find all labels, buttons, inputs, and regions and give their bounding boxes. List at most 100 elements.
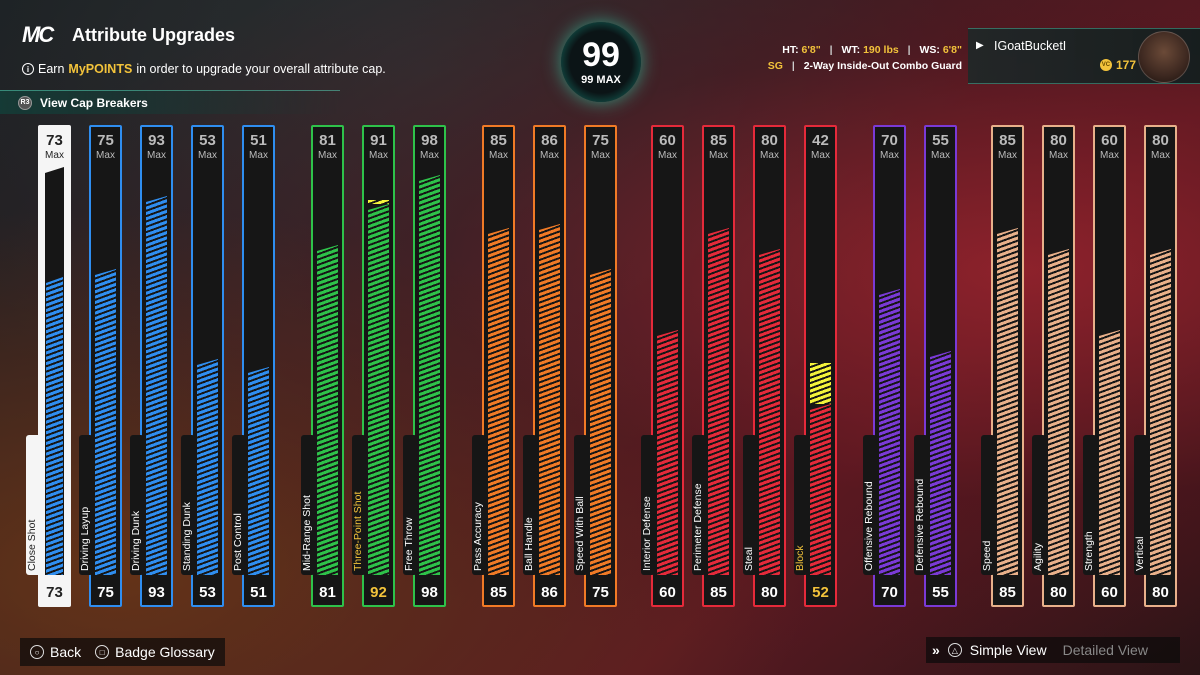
attribute-bar-agility[interactable]: 80 Max 80 Agility xyxy=(1032,125,1075,607)
footer-controls-left: ○ Back □ Badge Glossary xyxy=(20,638,225,666)
attribute-fill xyxy=(708,228,729,575)
simple-view-tab[interactable]: Simple View xyxy=(969,642,1047,658)
attribute-max-label: Max xyxy=(931,150,950,161)
badge-glossary-button[interactable]: □ Badge Glossary xyxy=(95,644,215,660)
attribute-fill xyxy=(317,245,338,575)
attribute-boost-fill xyxy=(810,363,831,404)
attribute-name-label: Steal xyxy=(743,435,757,575)
mypoints-hint: i Earn MyPOINTS in order to upgrade your… xyxy=(22,62,386,76)
attribute-current-value: 53 xyxy=(199,584,216,601)
attribute-fill xyxy=(997,228,1018,575)
detailed-view-tab[interactable]: Detailed View xyxy=(1062,642,1148,658)
attribute-fill xyxy=(488,228,509,575)
attribute-current-value: 75 xyxy=(97,584,114,601)
attribute-name-label: Driving Layup xyxy=(79,435,93,575)
attribute-bar-perimeter-defense[interactable]: 85 Max 85 Perimeter Defense xyxy=(692,125,735,607)
attribute-max-label: Max xyxy=(147,150,166,161)
attribute-current-value: 60 xyxy=(659,584,676,601)
attribute-name-label: Ball Handle xyxy=(523,435,537,575)
mycareer-logo: MC xyxy=(22,22,54,47)
attribute-name-label: Speed With Ball xyxy=(574,435,588,575)
attribute-bar-mid-range-shot[interactable]: 81 Max 81 Mid-Range Shot xyxy=(301,125,344,607)
attribute-cap-value: 85 xyxy=(999,132,1016,149)
wingspan-label: WS: xyxy=(919,44,940,56)
attribute-current-value: 80 xyxy=(1152,584,1169,601)
attribute-cap-value: 60 xyxy=(659,132,676,149)
archetype-value: 2-Way Inside-Out Combo Guard xyxy=(803,60,962,72)
attribute-cap-value: 91 xyxy=(370,132,387,149)
attribute-bar-pass-accuracy[interactable]: 85 Max 85 Pass Accuracy xyxy=(472,125,515,607)
attribute-current-value: 85 xyxy=(710,584,727,601)
gamertag-text: IGoatBucketI xyxy=(994,39,1067,53)
attribute-cap-value: 75 xyxy=(97,132,114,149)
attribute-cap-value: 85 xyxy=(490,132,507,149)
attribute-bar-standing-dunk[interactable]: 53 Max 53 Standing Dunk xyxy=(181,125,224,607)
position-value: SG xyxy=(767,60,783,72)
attribute-cap-value: 55 xyxy=(932,132,949,149)
measurements-row: HT: 6'8" | WT: 190 lbs | WS: 6'8" xyxy=(768,42,962,58)
weight-value: 190 lbs xyxy=(863,44,899,56)
attribute-cap-value: 80 xyxy=(761,132,778,149)
attribute-max-label: Max xyxy=(96,150,115,161)
attribute-cap-value: 73 xyxy=(46,132,63,149)
attribute-max-label: Max xyxy=(249,150,268,161)
attribute-fill xyxy=(930,351,951,575)
attribute-max-label: Max xyxy=(1151,150,1170,161)
back-button[interactable]: ○ Back xyxy=(30,644,81,660)
attribute-bar-close-shot[interactable]: 73 Max 73 Close Shot xyxy=(26,125,71,607)
attribute-bar-speed[interactable]: 85 Max 85 Speed xyxy=(981,125,1024,607)
attribute-name-label: Standing Dunk xyxy=(181,435,195,575)
attribute-name-label: Mid-Range Shot xyxy=(301,435,315,575)
mypoints-label: MyPOINTS xyxy=(68,62,133,76)
attribute-name-label: Vertical xyxy=(1134,435,1148,575)
attribute-bar-vertical[interactable]: 80 Max 80 Vertical xyxy=(1134,125,1177,607)
attribute-name-label: Driving Dunk xyxy=(130,435,144,575)
attribute-fill xyxy=(46,277,63,575)
attribute-bar-interior-defense[interactable]: 60 Max 60 Interior Defense xyxy=(641,125,684,607)
attribute-fill xyxy=(368,204,389,575)
attribute-cap-value: 85 xyxy=(710,132,727,149)
attribute-name-label: Free Throw xyxy=(403,435,417,575)
attribute-bar-post-control[interactable]: 51 Max 51 Post Control xyxy=(232,125,275,607)
attribute-bar-driving-layup[interactable]: 75 Max 75 Driving Layup xyxy=(79,125,122,607)
attribute-bar-block[interactable]: 42 Max 52 Block xyxy=(794,125,837,607)
view-cap-breakers-button[interactable]: R3 View Cap Breakers xyxy=(0,90,340,114)
vc-amount: 177 xyxy=(1115,58,1136,72)
attribute-bar-offensive-rebound[interactable]: 70 Max 70 Offensive Rebound xyxy=(863,125,906,607)
attribute-cap-value: 75 xyxy=(592,132,609,149)
attribute-max-label: Max xyxy=(369,150,388,161)
separator: | xyxy=(829,44,833,56)
attribute-max-label: Max xyxy=(489,150,508,161)
attribute-fill xyxy=(590,269,611,575)
attribute-bar-free-throw[interactable]: 98 Max 98 Free Throw xyxy=(403,125,446,607)
attribute-current-value: 70 xyxy=(881,584,898,601)
attribute-bar-ball-handle[interactable]: 86 Max 86 Ball Handle xyxy=(523,125,566,607)
attribute-fill xyxy=(419,175,440,575)
attribute-max-label: Max xyxy=(709,150,728,161)
attribute-max-label: Max xyxy=(45,150,64,161)
attribute-bar-driving-dunk[interactable]: 93 Max 93 Driving Dunk xyxy=(130,125,173,607)
attribute-bar-strength[interactable]: 60 Max 60 Strength xyxy=(1083,125,1126,607)
info-icon: i xyxy=(22,63,34,75)
attribute-name-label: Offensive Rebound xyxy=(863,435,877,575)
view-toggle: » △ Simple View Detailed View xyxy=(926,637,1180,663)
attribute-current-value: 60 xyxy=(1101,584,1118,601)
attribute-max-label: Max xyxy=(1049,150,1068,161)
attribute-cap-value: 60 xyxy=(1101,132,1118,149)
attribute-name-label: Defensive Rebound xyxy=(914,435,928,575)
attribute-name-label: Agility xyxy=(1032,435,1046,575)
player-avatar xyxy=(1138,31,1190,83)
r3-button-icon: R3 xyxy=(18,95,32,110)
title-row: MC Attribute Upgrades xyxy=(22,22,386,48)
player-measurements: HT: 6'8" | WT: 190 lbs | WS: 6'8" SG | 2… xyxy=(768,42,962,74)
attribute-cap-value: 98 xyxy=(421,132,438,149)
page-header: MC Attribute Upgrades i Earn MyPOINTS in… xyxy=(22,22,386,76)
attribute-bar-three-point-shot[interactable]: 91 Max 92 Three-Point Shot xyxy=(352,125,395,607)
attribute-bar-steal[interactable]: 80 Max 80 Steal xyxy=(743,125,786,607)
attribute-name-label: Strength xyxy=(1083,435,1097,575)
weight-label: WT: xyxy=(841,44,861,56)
height-label: HT: xyxy=(782,44,799,56)
attribute-bar-speed-with-ball[interactable]: 75 Max 75 Speed With Ball xyxy=(574,125,617,607)
attribute-bar-defensive-rebound[interactable]: 55 Max 55 Defensive Rebound xyxy=(914,125,957,607)
